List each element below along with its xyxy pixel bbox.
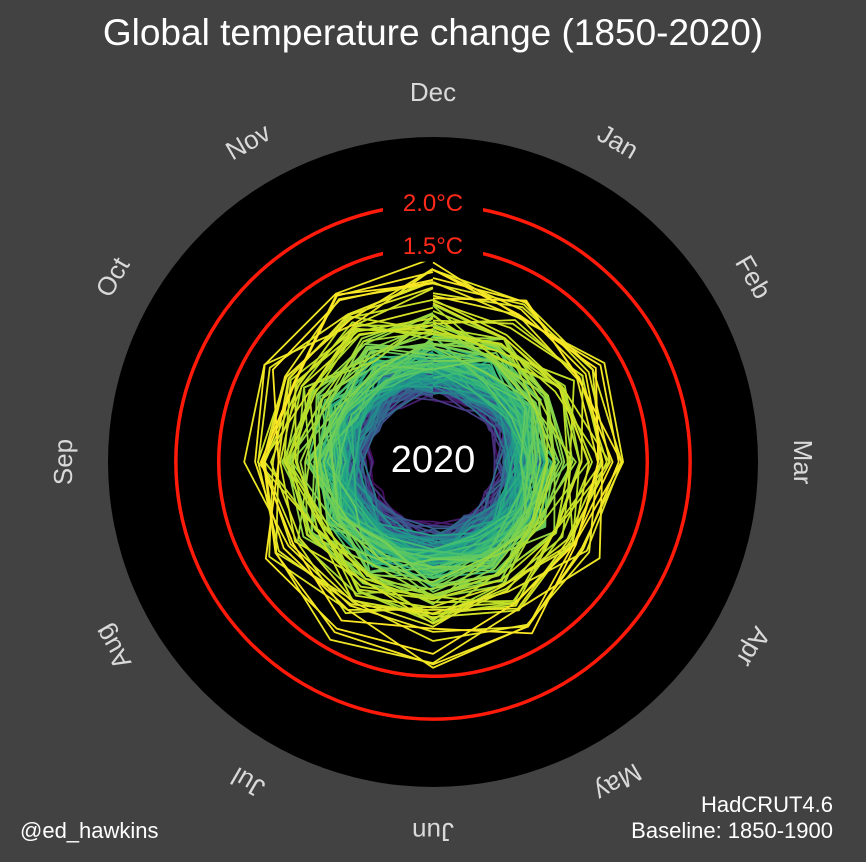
year-trace-1997	[296, 315, 581, 596]
month-label-jun: Jun	[412, 817, 454, 847]
year-trace-1976	[327, 335, 539, 577]
year-trace-2004	[283, 326, 575, 601]
year-trace-2009	[279, 287, 584, 625]
chart-title: Global temperature change (1850-2020)	[102, 12, 764, 53]
year-trace-1893	[347, 375, 530, 547]
month-label-aug: Aug	[88, 620, 137, 675]
month-label-nov: Nov	[220, 117, 275, 166]
year-trace-2018	[262, 271, 614, 666]
threshold-label-1.5: 1.5°C	[403, 233, 463, 260]
year-trace-2019	[264, 278, 623, 655]
year-trace-2017	[254, 257, 620, 669]
month-label-apr: Apr	[730, 622, 776, 672]
threshold-rings: 1.5°C 2.0°C	[174, 190, 692, 721]
year-trace-2010	[261, 302, 590, 615]
year-trace-2012	[268, 282, 611, 611]
polar-disk	[108, 137, 758, 787]
author-credit: @ed_hawkins	[20, 818, 159, 843]
baseline-note: Baseline: 1850-1900	[631, 818, 833, 843]
year-trace-1958	[338, 346, 538, 589]
year-trace-2013	[257, 269, 623, 615]
month-label-jan: Jan	[592, 118, 643, 165]
year-trace-1956	[338, 346, 546, 565]
threshold-label-2: 2.0°C	[403, 190, 463, 217]
month-label-oct: Oct	[89, 251, 136, 302]
threshold-label-background	[383, 190, 483, 219]
current-year-label: 2020	[391, 439, 476, 481]
month-label-feb: Feb	[729, 250, 777, 304]
year-trace-2014	[261, 282, 599, 642]
dataset-name: HadCRUT4.6	[700, 792, 833, 817]
year-traces	[243, 257, 624, 669]
year-trace-2016	[263, 267, 604, 664]
threshold-label-background	[383, 233, 483, 262]
month-label-mar: Mar	[788, 440, 818, 485]
month-label-sep: Sep	[48, 439, 78, 485]
month-label-jul: Jul	[226, 761, 270, 804]
data-source: HadCRUT4.6 Baseline: 1850-1900	[631, 792, 833, 844]
year-trace-2020	[259, 268, 600, 635]
month-label-dec: Dec	[410, 77, 456, 107]
